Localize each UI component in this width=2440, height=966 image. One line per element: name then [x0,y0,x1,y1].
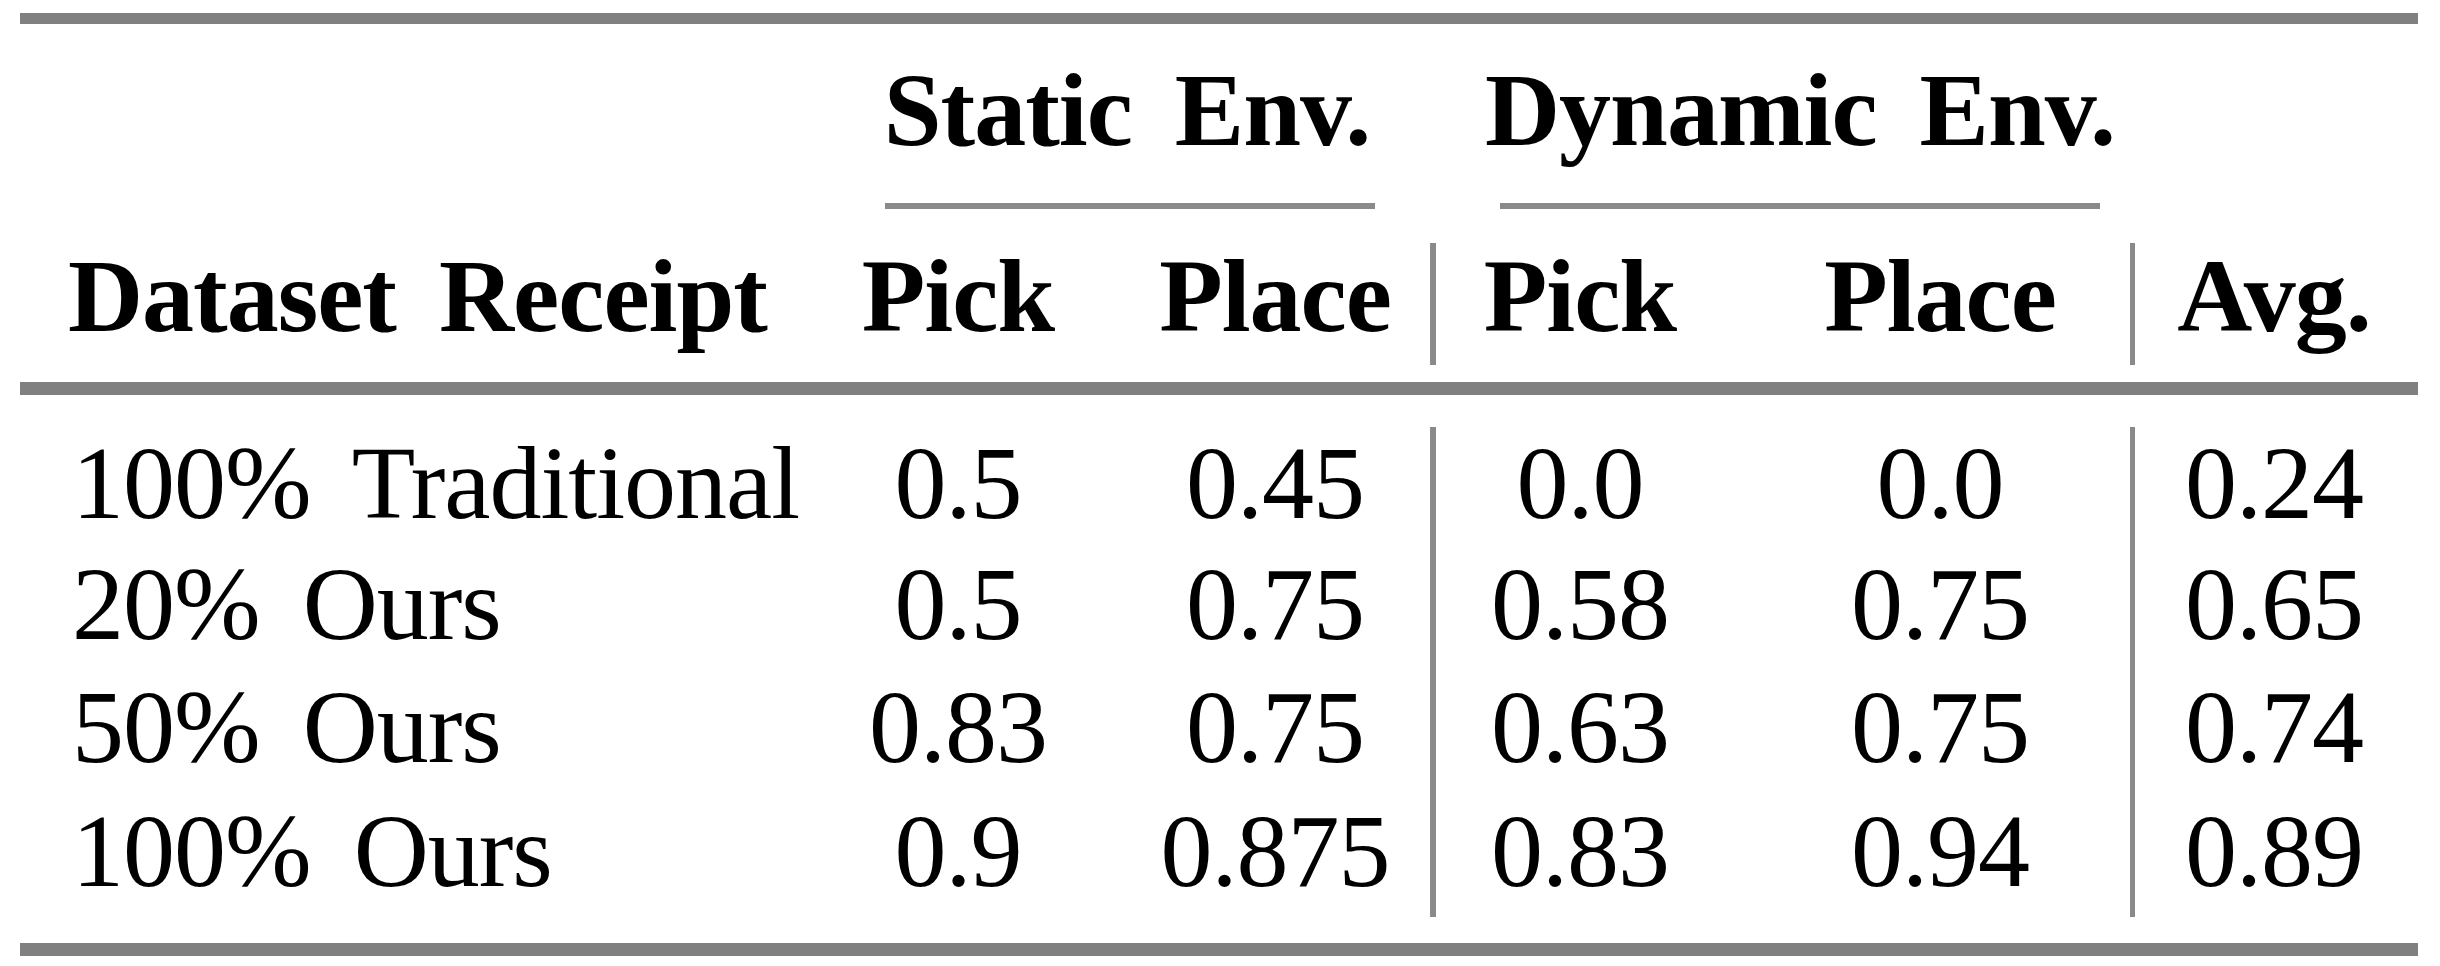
col-header-dynamic-place: Place [1824,244,2056,348]
cell-static-pick: 0.5 [895,431,1022,535]
cell-dynamic-pick: 0.0 [1517,431,1644,535]
cell-static-place: 0.75 [1186,552,1364,656]
cell-dynamic-pick: 0.83 [1491,799,1669,903]
row-label: 100% Ours [72,799,552,903]
cell-dynamic-place: 0.94 [1851,799,2029,903]
cell-dynamic-place: 0.0 [1877,431,2004,535]
cmidrule-dynamic [1500,203,2100,209]
cmidrule-static [885,203,1375,209]
mid-rule [20,382,2418,395]
col-header-dynamic-pick: Pick [1484,244,1676,348]
col-header-static-place: Place [1159,244,1391,348]
cell-dynamic-pick: 0.63 [1491,675,1669,779]
row-label: 20% Ours [72,552,501,656]
cell-static-place: 0.75 [1186,675,1364,779]
cell-avg: 0.65 [2185,552,2363,656]
cell-static-pick: 0.5 [895,552,1022,656]
cell-dynamic-place: 0.75 [1851,675,2029,779]
col-header-dataset-receipt: Dataset Receipt [68,244,767,348]
cell-dynamic-place: 0.75 [1851,552,2029,656]
top-rule [20,13,2418,24]
cell-static-pick: 0.83 [869,675,1047,779]
vline-right-body [2130,427,2135,917]
cell-avg: 0.89 [2185,799,2363,903]
cell-static-pick: 0.9 [895,799,1022,903]
cell-static-place: 0.45 [1186,431,1364,535]
row-label: 50% Ours [72,675,501,779]
cell-dynamic-pick: 0.58 [1491,552,1669,656]
cell-avg: 0.24 [2185,431,2363,535]
group-header-static: Static Env. [884,58,1371,162]
col-header-avg: Avg. [2177,244,2370,348]
vline-left-body [1430,427,1436,917]
bottom-rule [20,943,2418,956]
vline-left-header [1430,243,1436,365]
group-header-dynamic: Dynamic Env. [1485,58,2115,162]
results-table: Static Env. Dynamic Env. Dataset Receipt… [0,0,2440,966]
vline-right-header [2130,243,2135,365]
row-label: 100% Traditional [72,431,799,535]
col-header-static-pick: Pick [862,244,1054,348]
cell-static-place: 0.875 [1161,799,1390,903]
cell-avg: 0.74 [2185,675,2363,779]
